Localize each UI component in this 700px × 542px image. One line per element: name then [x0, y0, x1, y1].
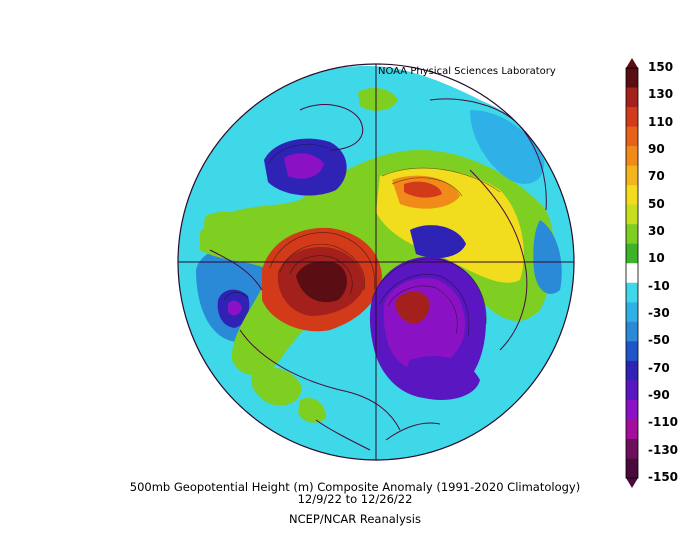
coastlines: [209, 98, 547, 451]
colorbar-swatch: [626, 68, 638, 89]
colorbar-label: 130: [648, 87, 674, 102]
colorbar-label: 150: [648, 60, 674, 74]
colorbar-swatch: [626, 419, 638, 440]
colorbar-swatch: [626, 399, 638, 420]
colorbar-swatch: [626, 126, 638, 147]
colorbar-label: -90: [648, 388, 670, 402]
colorbar-label: 110: [648, 114, 674, 129]
colorbar-swatch: [626, 146, 638, 167]
trough-ne: [410, 225, 466, 259]
colorbar-label: 70: [648, 169, 665, 184]
colorbar-label: -130: [648, 442, 679, 457]
trough-south: [406, 356, 480, 400]
pos-west-small: [204, 211, 260, 243]
colorbar-arrow-top: [626, 58, 638, 68]
colorbar-swatch: [626, 204, 638, 225]
caption-dates: 12/9/22 to 12/26/22: [297, 492, 413, 506]
colorbar-swatch: [626, 107, 638, 128]
colorbar-swatch: [626, 302, 638, 323]
pos-north-small: [358, 87, 398, 111]
colorbar-swatch: [626, 360, 638, 381]
colorbar-swatch: [626, 243, 638, 264]
colorbar-swatch: [626, 165, 638, 186]
colorbar-swatch: [626, 321, 638, 342]
low-north-core: [284, 153, 324, 179]
pos-south-small-2: [298, 398, 326, 423]
trough-main-core: [395, 291, 430, 324]
colorbar-swatch: [626, 185, 638, 206]
colorbar-label: -30: [648, 306, 670, 320]
colorbar-label: -150: [648, 470, 679, 484]
colorbar-swatch: [626, 341, 638, 362]
colorbar-label: -10: [648, 278, 670, 293]
colorbar-label: 90: [648, 142, 665, 156]
colorbar-frame: [625, 67, 639, 479]
caption-title: 500mb Geopotential Height (m) Composite …: [129, 480, 581, 494]
main-ridge-core: [296, 261, 347, 303]
colorbar-label: -50: [648, 333, 670, 348]
caption-source: NCEP/NCAR Reanalysis: [289, 512, 421, 526]
colorbar-label: 30: [648, 224, 665, 238]
colorbar: [625, 58, 639, 488]
positive-core-ne: [404, 181, 442, 198]
colorbar-swatch: [626, 87, 638, 108]
colorbar-label: -70: [648, 360, 670, 375]
neg-ne: [470, 110, 545, 184]
colorbar-label: 50: [648, 196, 665, 211]
colorbar-swatch: [626, 380, 638, 401]
anomaly-field: [178, 64, 574, 460]
contour-lines: [223, 144, 501, 337]
colorbar-swatch: [626, 438, 638, 459]
neg-east: [533, 220, 562, 294]
colorbar-label: 10: [648, 251, 665, 266]
colorbar-arrow-bottom: [626, 478, 638, 488]
colorbar-swatch: [626, 458, 638, 479]
pos-south-small: [251, 367, 302, 406]
colorbar-label: -110: [648, 415, 679, 430]
credit-text: NOAA Physical Sciences Laboratory: [378, 66, 556, 77]
low-center-west-core: [228, 300, 242, 316]
colorbar-swatch: [626, 263, 638, 284]
colorbar-swatch: [626, 282, 638, 303]
colorbar-swatch: [626, 224, 638, 245]
